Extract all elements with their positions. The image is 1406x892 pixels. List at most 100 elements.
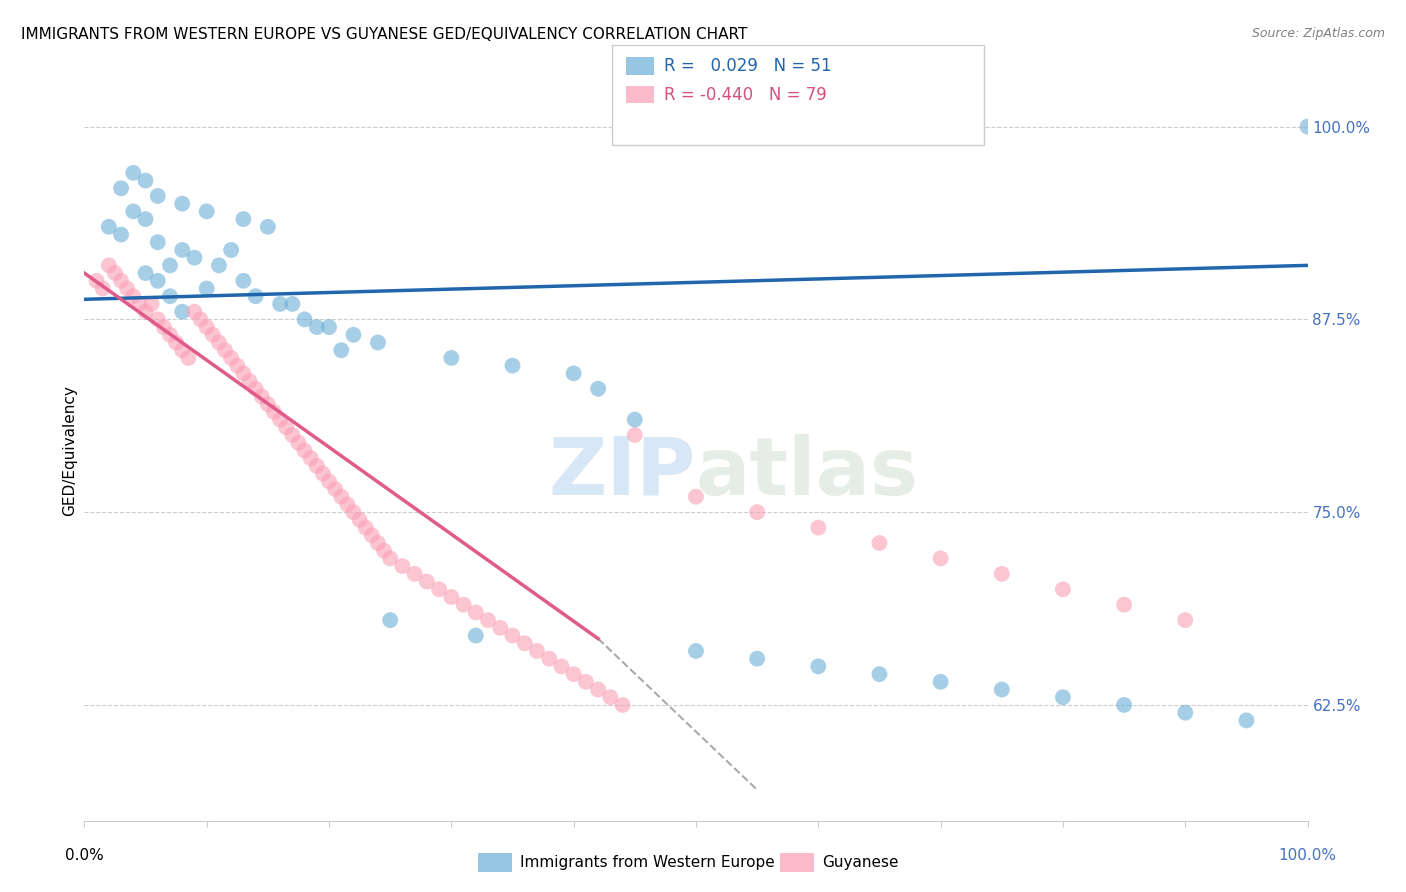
Point [153, 320, 176, 334]
Point [250, 389, 273, 403]
Point [869, 536, 891, 550]
Point [477, 613, 499, 627]
Point [135, 173, 157, 187]
Point [219, 351, 242, 365]
Point [305, 320, 328, 334]
Point [373, 543, 395, 558]
Point [232, 367, 254, 381]
Point [747, 505, 769, 519]
Point [159, 289, 181, 303]
Point [513, 636, 536, 650]
Point [612, 698, 634, 712]
Point [330, 343, 353, 358]
Point [354, 520, 377, 534]
Point [135, 212, 157, 227]
Point [195, 281, 218, 295]
Point [562, 367, 585, 381]
Text: Immigrants from Western Europe: Immigrants from Western Europe [520, 855, 775, 870]
Point [586, 382, 609, 396]
Text: atlas: atlas [696, 434, 920, 512]
Point [232, 274, 254, 288]
Point [287, 435, 309, 450]
Point [318, 320, 340, 334]
Point [128, 297, 150, 311]
Point [502, 628, 524, 642]
Point [110, 227, 132, 242]
Point [1174, 706, 1197, 720]
Point [201, 327, 224, 342]
Point [440, 590, 463, 604]
Point [269, 297, 291, 311]
Point [135, 266, 157, 280]
Point [550, 659, 572, 673]
Point [624, 428, 647, 442]
Point [172, 304, 194, 318]
Point [276, 420, 298, 434]
Point [281, 297, 304, 311]
Point [226, 359, 249, 373]
Point [141, 297, 163, 311]
Point [575, 674, 598, 689]
Point [86, 274, 108, 288]
Point [380, 613, 402, 627]
Point [599, 690, 621, 705]
Point [146, 189, 169, 203]
Point [299, 451, 322, 466]
Point [238, 374, 260, 388]
Point [562, 667, 585, 681]
Point [464, 628, 486, 642]
Point [380, 551, 402, 566]
Point [183, 304, 205, 318]
Text: R = -0.440   N = 79: R = -0.440 N = 79 [664, 86, 827, 103]
Point [294, 443, 316, 458]
Point [97, 258, 120, 272]
Point [172, 196, 194, 211]
Point [336, 498, 359, 512]
Point [177, 351, 200, 365]
Point [427, 582, 450, 597]
Point [115, 281, 138, 295]
Point [685, 644, 707, 658]
Point [263, 405, 285, 419]
Point [360, 528, 382, 542]
Point [526, 644, 548, 658]
Point [214, 343, 236, 358]
Text: 0.0%: 0.0% [65, 848, 104, 863]
Point [91, 281, 114, 295]
Point [1114, 598, 1136, 612]
Point [538, 651, 561, 665]
Point [159, 258, 181, 272]
Point [195, 204, 218, 219]
Text: Source: ZipAtlas.com: Source: ZipAtlas.com [1251, 27, 1385, 40]
Point [1114, 698, 1136, 712]
Point [929, 674, 952, 689]
Text: Guyanese: Guyanese [823, 855, 898, 870]
Point [294, 312, 316, 326]
Point [312, 467, 335, 481]
Point [391, 559, 413, 574]
Point [991, 566, 1014, 581]
Point [342, 327, 364, 342]
Point [269, 412, 291, 426]
Point [122, 204, 145, 219]
Point [165, 335, 187, 350]
Point [404, 566, 426, 581]
Point [219, 243, 242, 257]
Point [146, 235, 169, 250]
Point [97, 219, 120, 234]
Point [146, 312, 169, 326]
Point [1296, 120, 1319, 134]
Y-axis label: GED/Equivalency: GED/Equivalency [62, 385, 77, 516]
Point [208, 258, 231, 272]
Point [342, 505, 364, 519]
Point [349, 513, 371, 527]
Text: R =   0.029   N = 51: R = 0.029 N = 51 [664, 57, 831, 75]
Point [807, 659, 830, 673]
Point [869, 667, 891, 681]
Point [110, 274, 132, 288]
Point [195, 320, 218, 334]
Point [172, 343, 194, 358]
Point [747, 651, 769, 665]
Point [991, 682, 1014, 697]
Point [624, 412, 647, 426]
